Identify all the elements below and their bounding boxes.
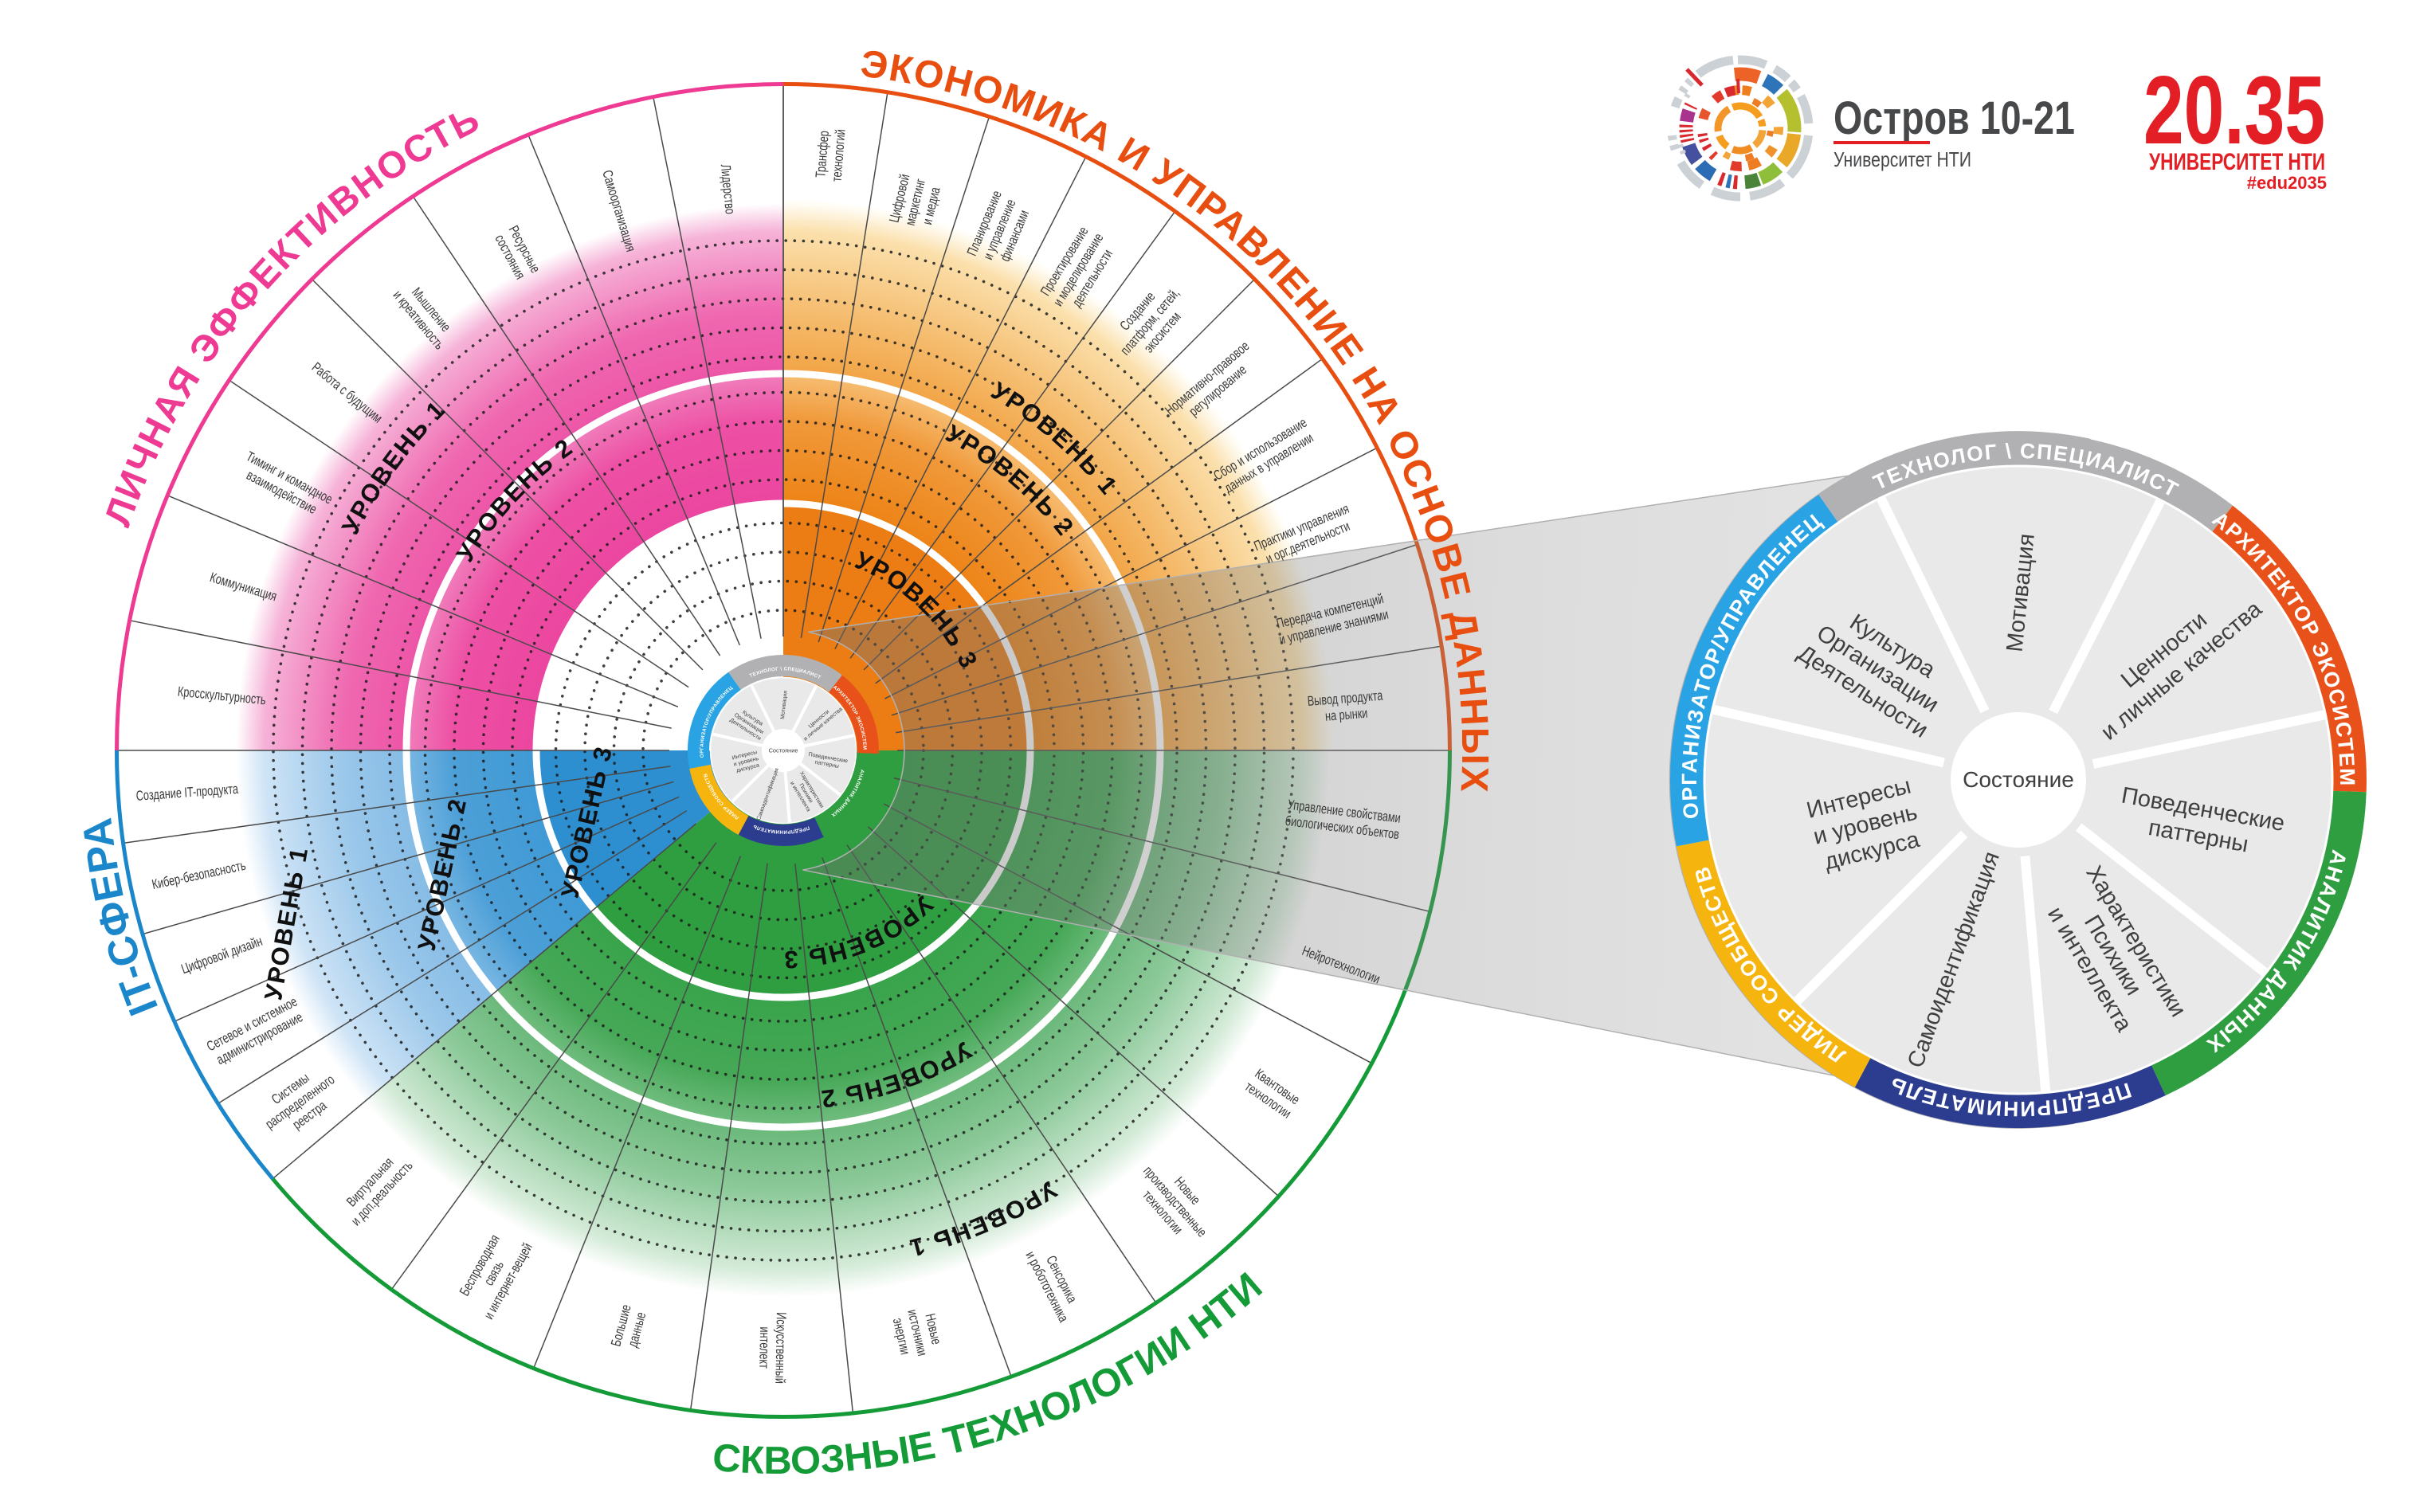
- svg-text:#edu2035: #edu2035: [2247, 173, 2327, 193]
- svg-text:Состояние: Состояние: [769, 746, 798, 754]
- svg-text:УНИВЕРСИТЕТ НТИ: УНИВЕРСИТЕТ НТИ: [2149, 149, 2325, 175]
- svg-text:Университет НТИ: Университет НТИ: [1834, 147, 1971, 171]
- svg-text:Трансфертехнологий: Трансфертехнологий: [813, 127, 849, 182]
- svg-text:Мотивация: Мотивация: [780, 691, 789, 720]
- svg-text:Остров 10-21: Остров 10-21: [1834, 92, 2075, 144]
- svg-text:Новыеисточникиэнергии: Новыеисточникиэнергии: [888, 1304, 946, 1361]
- svg-text:Искусственныйинтелект: Искусственныйинтелект: [755, 1312, 788, 1384]
- svg-text:Состояние: Состояние: [1963, 767, 2074, 792]
- svg-text:20.35: 20.35: [2143, 56, 2325, 164]
